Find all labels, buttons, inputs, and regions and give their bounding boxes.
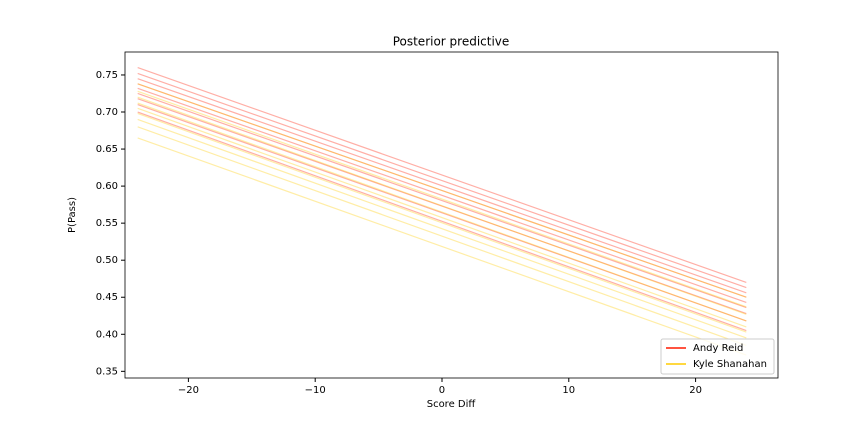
sample-line <box>137 112 747 333</box>
sample-line <box>137 78 747 294</box>
sample-line <box>137 83 747 298</box>
sample-line <box>137 83 747 298</box>
x-tick-label: 10 <box>562 385 575 396</box>
sample-line <box>137 107 747 328</box>
y-tick-label: 0.70 <box>96 107 118 118</box>
y-tick-label: 0.40 <box>96 329 118 340</box>
sample-line <box>137 104 747 322</box>
sample-line <box>137 118 747 339</box>
x-axis-label: Score Diff <box>427 399 477 410</box>
sample-line <box>137 96 747 315</box>
x-tick-label: 0 <box>439 385 445 396</box>
plot-frame <box>124 51 779 379</box>
legend-box <box>660 338 775 375</box>
sample-line <box>137 98 747 315</box>
sample-line <box>137 111 747 332</box>
y-axis-label: P(Pass) <box>67 197 78 233</box>
x-tick-label: −10 <box>305 385 326 396</box>
y-tick-label: 0.55 <box>96 218 118 229</box>
y-tick-label: 0.60 <box>96 181 118 192</box>
y-tick-label: 0.75 <box>96 70 118 81</box>
legend-label: Kyle Shanahan <box>693 359 767 370</box>
chart-title: Posterior predictive <box>393 35 510 49</box>
sample-line <box>137 87 747 303</box>
sample-line <box>137 137 747 356</box>
y-tick-label: 0.35 <box>96 366 118 377</box>
sample-line <box>137 90 747 308</box>
sample-line <box>137 72 747 289</box>
sample-line <box>137 126 747 346</box>
x-tick-label: −20 <box>178 385 199 396</box>
sample-line <box>137 102 747 322</box>
x-tick-label: 20 <box>689 385 702 396</box>
sample-line <box>137 66 747 283</box>
y-tick-label: 0.45 <box>96 292 118 303</box>
legend-label: Andy Reid <box>693 343 743 354</box>
sample-line <box>137 92 747 309</box>
y-tick-label: 0.65 <box>96 144 118 155</box>
y-tick-label: 0.50 <box>96 255 118 266</box>
